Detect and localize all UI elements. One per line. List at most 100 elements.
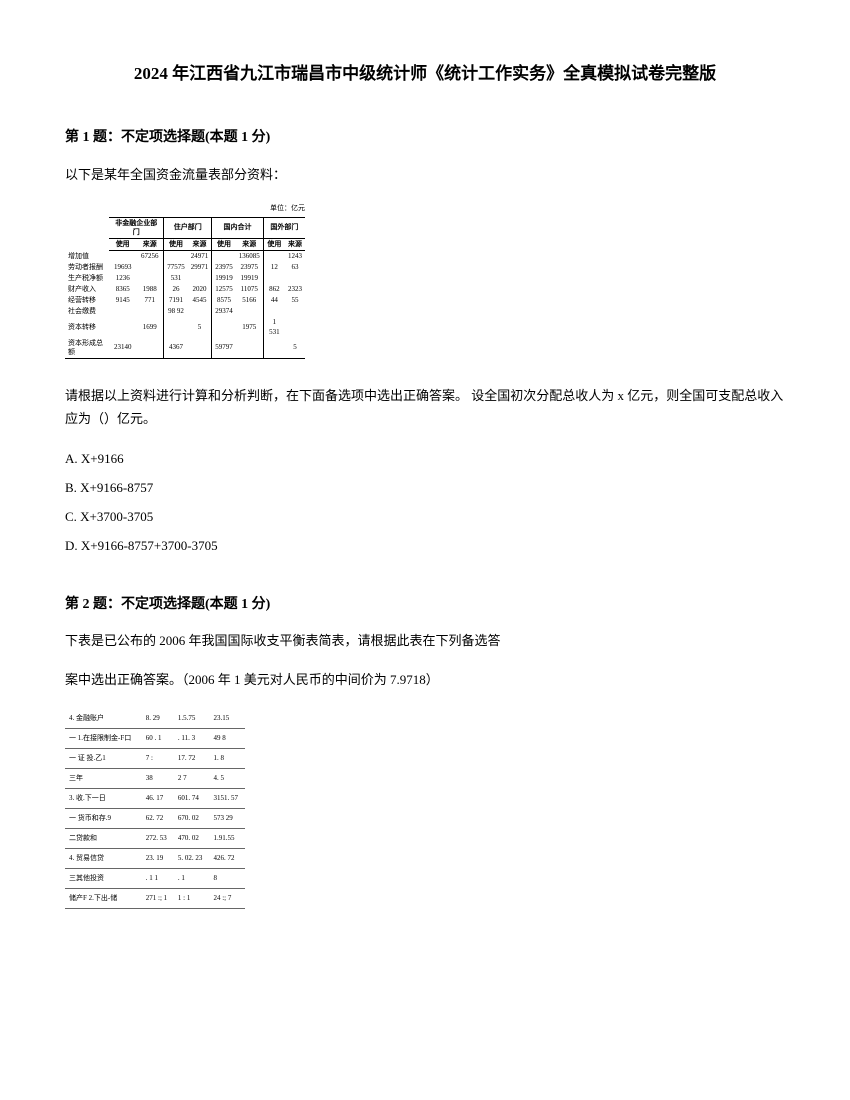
table-cell <box>236 306 264 317</box>
table-cell <box>263 250 285 262</box>
th-sub2: 来源 <box>136 238 164 250</box>
table-cell: . 1 1 <box>142 869 174 889</box>
table-cell: 271 :; 1 <box>142 889 174 909</box>
page-title: 2024 年江西省九江市瑞昌市中级统计师《统计工作实务》全真模拟试卷完整版 <box>65 60 785 87</box>
table-cell: 63 <box>285 262 305 273</box>
table-cell: 77575 <box>164 262 188 273</box>
table-row-label: 社会缴费 <box>65 306 109 317</box>
table-cell: 98 92 <box>164 306 188 317</box>
table-cell <box>285 306 305 317</box>
table-cell: 23.15 <box>209 709 245 729</box>
th-sub8: 来源 <box>285 238 305 250</box>
th-sub7: 使用 <box>263 238 285 250</box>
table-cell: 4. 金融账户 <box>65 709 142 729</box>
table-cell: 8 <box>209 869 245 889</box>
table-cell <box>188 306 212 317</box>
q1-option-b: B. X+9166-8757 <box>65 475 785 501</box>
table-row-label: 增加值 <box>65 250 109 262</box>
table-cell: 5 <box>285 338 305 359</box>
table-cell: 771 <box>136 295 164 306</box>
q1-option-c: C. X+3700-3705 <box>65 504 785 530</box>
table-cell: 12 <box>263 262 285 273</box>
table-cell: 12575 <box>212 284 236 295</box>
table-cell: 一 证 投.乙1 <box>65 748 142 768</box>
table-cell: 44 <box>263 295 285 306</box>
table-cell: 136085 <box>236 250 264 262</box>
q1-instruction: 请根据以上资料进行计算和分析判断，在下面备选项中选出正确答案。 设全国初次分配总… <box>65 384 785 431</box>
q2-table-container: 4. 金融账户8. 291.5.7523.15一 1.在接限制金-F口60 . … <box>65 709 785 910</box>
table-cell: 17. 72 <box>174 748 210 768</box>
table-cell: 3. 收.下一日 <box>65 788 142 808</box>
table-cell: 46. 17 <box>142 788 174 808</box>
table-cell: 23975 <box>212 262 236 273</box>
table-cell <box>188 338 212 359</box>
table-cell: . 11. 3 <box>174 728 210 748</box>
table-cell: 49 8 <box>209 728 245 748</box>
table-cell <box>164 250 188 262</box>
table-cell: 4545 <box>188 295 212 306</box>
table-cell: 29374 <box>212 306 236 317</box>
table-cell <box>263 273 285 284</box>
table-cell: 1975 <box>236 317 264 337</box>
th-group2: 住户部门 <box>164 217 212 238</box>
table-cell: 573 29 <box>209 809 245 829</box>
table-row-label: 资本形成总额 <box>65 338 109 359</box>
q1-table-container: 单位：亿元 非金融企业部门 住户部门 国内合计 国外部门 使用 来源 使用 来源… <box>65 203 785 358</box>
table-cell: 2323 <box>285 284 305 295</box>
table-cell: 470. 02 <box>174 829 210 849</box>
table-cell: 三其他投资 <box>65 869 142 889</box>
th-group1: 非金融企业部门 <box>109 217 164 238</box>
table-cell: 426. 72 <box>209 849 245 869</box>
table-cell: 一 货币和存.9 <box>65 809 142 829</box>
table-cell: 1236 <box>109 273 136 284</box>
table-cell: 8365 <box>109 284 136 295</box>
th-sub6: 来源 <box>236 238 264 250</box>
table-cell: 1 : 1 <box>174 889 210 909</box>
table-cell: 4367 <box>164 338 188 359</box>
table-cell: 7 : <box>142 748 174 768</box>
table-cell: 三年 <box>65 768 142 788</box>
th-group4: 国外部门 <box>263 217 305 238</box>
table-row-label: 劳动者报酬 <box>65 262 109 273</box>
q1-option-d: D. X+9166-8757+3700-3705 <box>65 533 785 559</box>
q1-options: A. X+9166 B. X+9166-8757 C. X+3700-3705 … <box>65 446 785 559</box>
table-cell: 5. 02. 23 <box>174 849 210 869</box>
table-cell: 4. 5 <box>209 768 245 788</box>
th-sub5: 使用 <box>212 238 236 250</box>
table-cell: 67256 <box>136 250 164 262</box>
table-cell: 601. 74 <box>174 788 210 808</box>
table-cell: 23140 <box>109 338 136 359</box>
table-cell <box>136 338 164 359</box>
table-cell: 1988 <box>136 284 164 295</box>
table-row-label: 生产税净额 <box>65 273 109 284</box>
table-cell: 一 1.在接限制金-F口 <box>65 728 142 748</box>
q1-unit-label: 单位：亿元 <box>65 203 305 214</box>
q2-header: 第 2 题：不定项选择题(本题 1 分) <box>65 594 785 616</box>
table-cell: 29971 <box>188 262 212 273</box>
table-cell: 1699 <box>136 317 164 337</box>
table-cell: 储产F 2.下出-储 <box>65 889 142 909</box>
table-cell <box>136 306 164 317</box>
table-cell: 24971 <box>188 250 212 262</box>
table-cell: 62. 72 <box>142 809 174 829</box>
table-cell: 5166 <box>236 295 264 306</box>
table-cell <box>188 273 212 284</box>
table-cell <box>136 262 164 273</box>
table-cell: 59797 <box>212 338 236 359</box>
table-cell: 1. 8 <box>209 748 245 768</box>
table-cell <box>212 317 236 337</box>
table-cell: 862 <box>263 284 285 295</box>
table-cell: 19693 <box>109 262 136 273</box>
table-cell: 1 531 <box>263 317 285 337</box>
table-cell: 24 :; 7 <box>209 889 245 909</box>
table-cell <box>109 306 136 317</box>
table-cell <box>164 317 188 337</box>
table-cell <box>263 338 285 359</box>
table-cell <box>285 273 305 284</box>
table-cell: 1.5.75 <box>174 709 210 729</box>
table-cell: 2020 <box>188 284 212 295</box>
table-cell <box>109 250 136 262</box>
th-sub4: 来源 <box>188 238 212 250</box>
table-cell <box>109 317 136 337</box>
table-cell: 670. 02 <box>174 809 210 829</box>
